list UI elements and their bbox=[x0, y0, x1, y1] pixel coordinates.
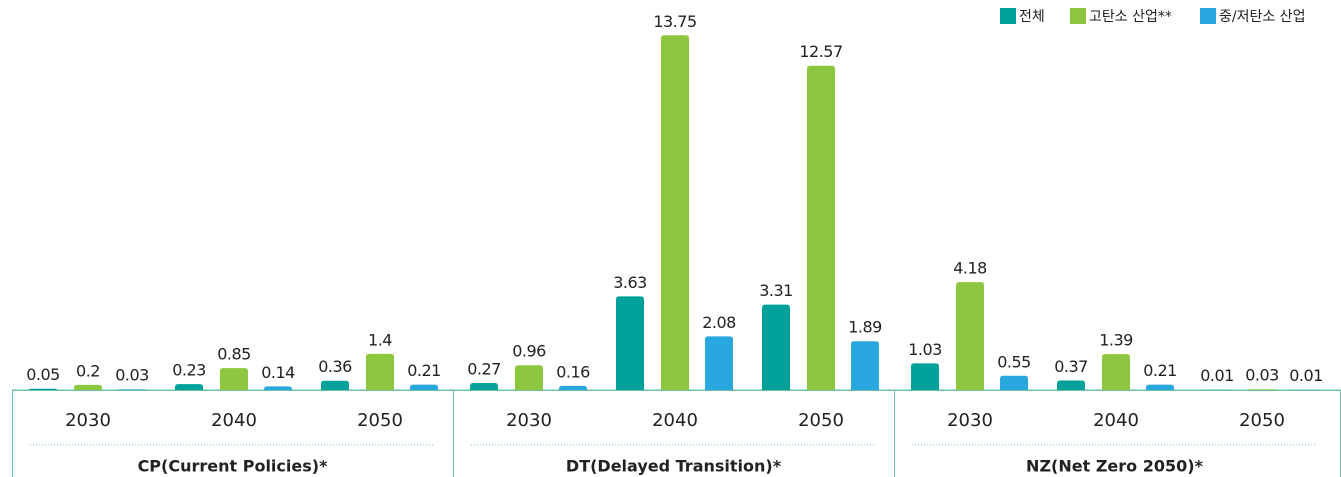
bar bbox=[470, 383, 498, 390]
x-tick-label: 2030 bbox=[947, 410, 993, 431]
data-label: 12.57 bbox=[799, 42, 842, 61]
x-tick-label: 2050 bbox=[357, 410, 403, 431]
data-label: 0.05 bbox=[26, 365, 60, 384]
x-tick-label: 2040 bbox=[211, 410, 257, 431]
data-label: 0.85 bbox=[217, 345, 251, 364]
data-label: 0.55 bbox=[997, 352, 1031, 371]
data-label: 0.01 bbox=[1200, 366, 1234, 385]
bar bbox=[1057, 380, 1085, 390]
bar bbox=[911, 363, 939, 390]
data-label: 0.2 bbox=[76, 361, 100, 380]
bar bbox=[515, 365, 543, 390]
bar bbox=[1000, 375, 1028, 390]
bar bbox=[264, 386, 292, 390]
bar bbox=[956, 282, 984, 390]
data-label: 0.01 bbox=[1289, 366, 1323, 385]
data-label: 4.18 bbox=[953, 259, 987, 278]
bar bbox=[616, 296, 644, 390]
data-label: 0.21 bbox=[407, 361, 441, 380]
data-label: 0.27 bbox=[467, 360, 501, 379]
x-tick-label: 2050 bbox=[1239, 410, 1285, 431]
legend-label: 중/저탄소 산업 bbox=[1219, 9, 1305, 25]
data-label: 1.89 bbox=[848, 318, 882, 337]
data-label: 0.36 bbox=[318, 357, 352, 376]
data-label: 0.37 bbox=[1054, 357, 1088, 376]
legend-swatch bbox=[1070, 8, 1086, 24]
data-label: 0.23 bbox=[172, 361, 206, 380]
data-label: 3.31 bbox=[759, 281, 793, 300]
data-label: 2.08 bbox=[702, 313, 736, 332]
bar bbox=[705, 336, 733, 390]
group-label: NZ(Net Zero 2050)* bbox=[1026, 457, 1204, 476]
legend-label: 고탄소 산업** bbox=[1089, 9, 1172, 25]
legend-swatch bbox=[1200, 8, 1216, 24]
data-label: 0.96 bbox=[512, 342, 546, 361]
data-label: 1.03 bbox=[908, 340, 942, 359]
x-tick-label: 2050 bbox=[798, 410, 844, 431]
bar bbox=[175, 384, 203, 390]
x-tick-label: 2030 bbox=[506, 410, 552, 431]
data-label: 0.21 bbox=[1143, 361, 1177, 380]
bar bbox=[661, 35, 689, 390]
bar bbox=[74, 384, 102, 390]
bar bbox=[559, 385, 587, 390]
legend-label: 전체 bbox=[1019, 9, 1045, 25]
bar bbox=[321, 380, 349, 390]
bar bbox=[1102, 354, 1130, 390]
bar bbox=[807, 65, 835, 390]
bar bbox=[1146, 384, 1174, 390]
x-tick-label: 2040 bbox=[1093, 410, 1139, 431]
group-label: CP(Current Policies)* bbox=[138, 457, 329, 476]
data-label: 1.4 bbox=[368, 330, 392, 349]
legend-swatch bbox=[1000, 8, 1016, 24]
data-label: 13.75 bbox=[653, 12, 696, 31]
bar bbox=[410, 384, 438, 390]
bar bbox=[366, 353, 394, 390]
group-label: DT(Delayed Transition)* bbox=[566, 457, 782, 476]
data-label: 0.03 bbox=[115, 366, 149, 385]
data-label: 0.14 bbox=[261, 363, 295, 382]
x-tick-label: 2040 bbox=[652, 410, 698, 431]
bar bbox=[762, 304, 790, 390]
data-label: 0.16 bbox=[556, 362, 590, 381]
data-label: 0.03 bbox=[1245, 366, 1279, 385]
bar bbox=[220, 368, 248, 390]
bar bbox=[1248, 389, 1276, 390]
data-label: 1.39 bbox=[1099, 331, 1133, 350]
x-tick-label: 2030 bbox=[65, 410, 111, 431]
data-label: 3.63 bbox=[613, 273, 647, 292]
bar bbox=[29, 388, 57, 390]
bar bbox=[118, 389, 146, 390]
bar bbox=[851, 341, 879, 390]
